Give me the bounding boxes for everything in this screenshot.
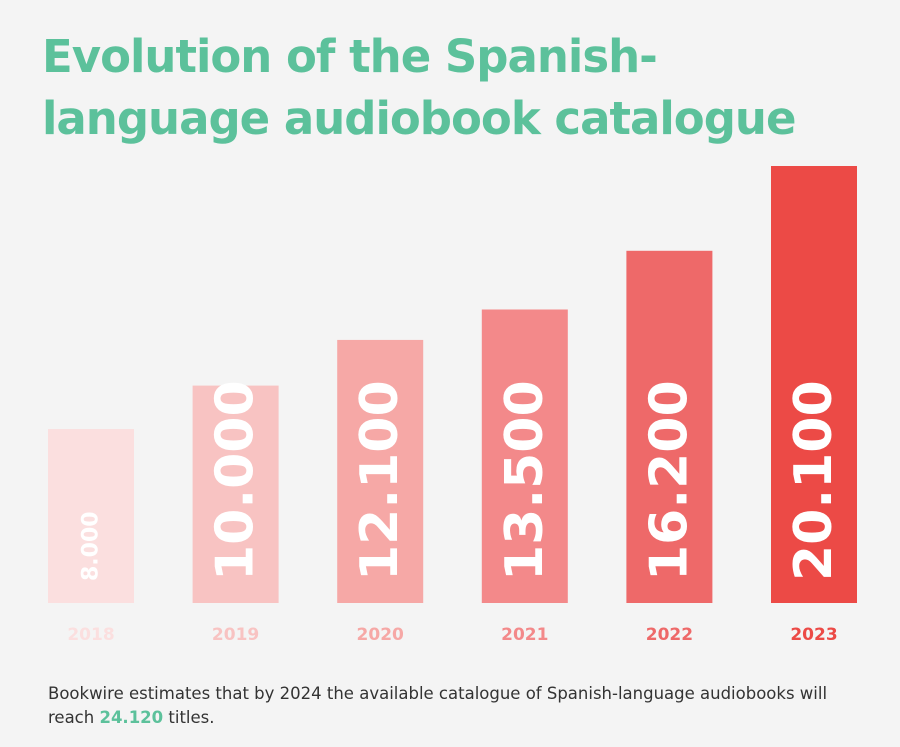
footnote-text: Bookwire estimates that by 2024 the avai… — [48, 684, 828, 727]
bar-2019 — [192, 385, 279, 603]
x-tick-label: 2022 — [646, 625, 693, 645]
chart-title: Evolution of the Spanish-language audiob… — [42, 30, 796, 145]
bar-chart: 8.000 2018 10.000 2019 12.100 2020 13.500 2021 1… — [48, 166, 857, 645]
bar-2021 — [481, 309, 568, 603]
footnote-highlight-value: 24.120 — [99, 708, 164, 727]
x-tick-label: 2021 — [501, 625, 548, 645]
bar-value-label: 8.000 — [79, 511, 104, 581]
bar-value-label: 12.100 — [350, 380, 410, 581]
x-tick-label: 2020 — [357, 625, 404, 645]
bar-2023 — [771, 166, 857, 603]
x-tick-label: 2019 — [212, 625, 259, 645]
bar-2022 — [626, 250, 713, 603]
footnote: Bookwire estimates that by 2024 the avai… — [48, 682, 868, 730]
x-tick-label: 2023 — [790, 625, 837, 645]
bar-value-label: 16.200 — [639, 380, 699, 581]
bar-value-label: 13.500 — [495, 380, 555, 581]
x-tick-label: 2018 — [67, 625, 114, 645]
bar-value-label: 20.100 — [784, 380, 844, 581]
bar-2018 — [48, 429, 134, 603]
bar-2020 — [337, 339, 424, 603]
bar-value-label: 10.000 — [206, 380, 266, 581]
footnote-text-end: titles. — [163, 708, 215, 727]
